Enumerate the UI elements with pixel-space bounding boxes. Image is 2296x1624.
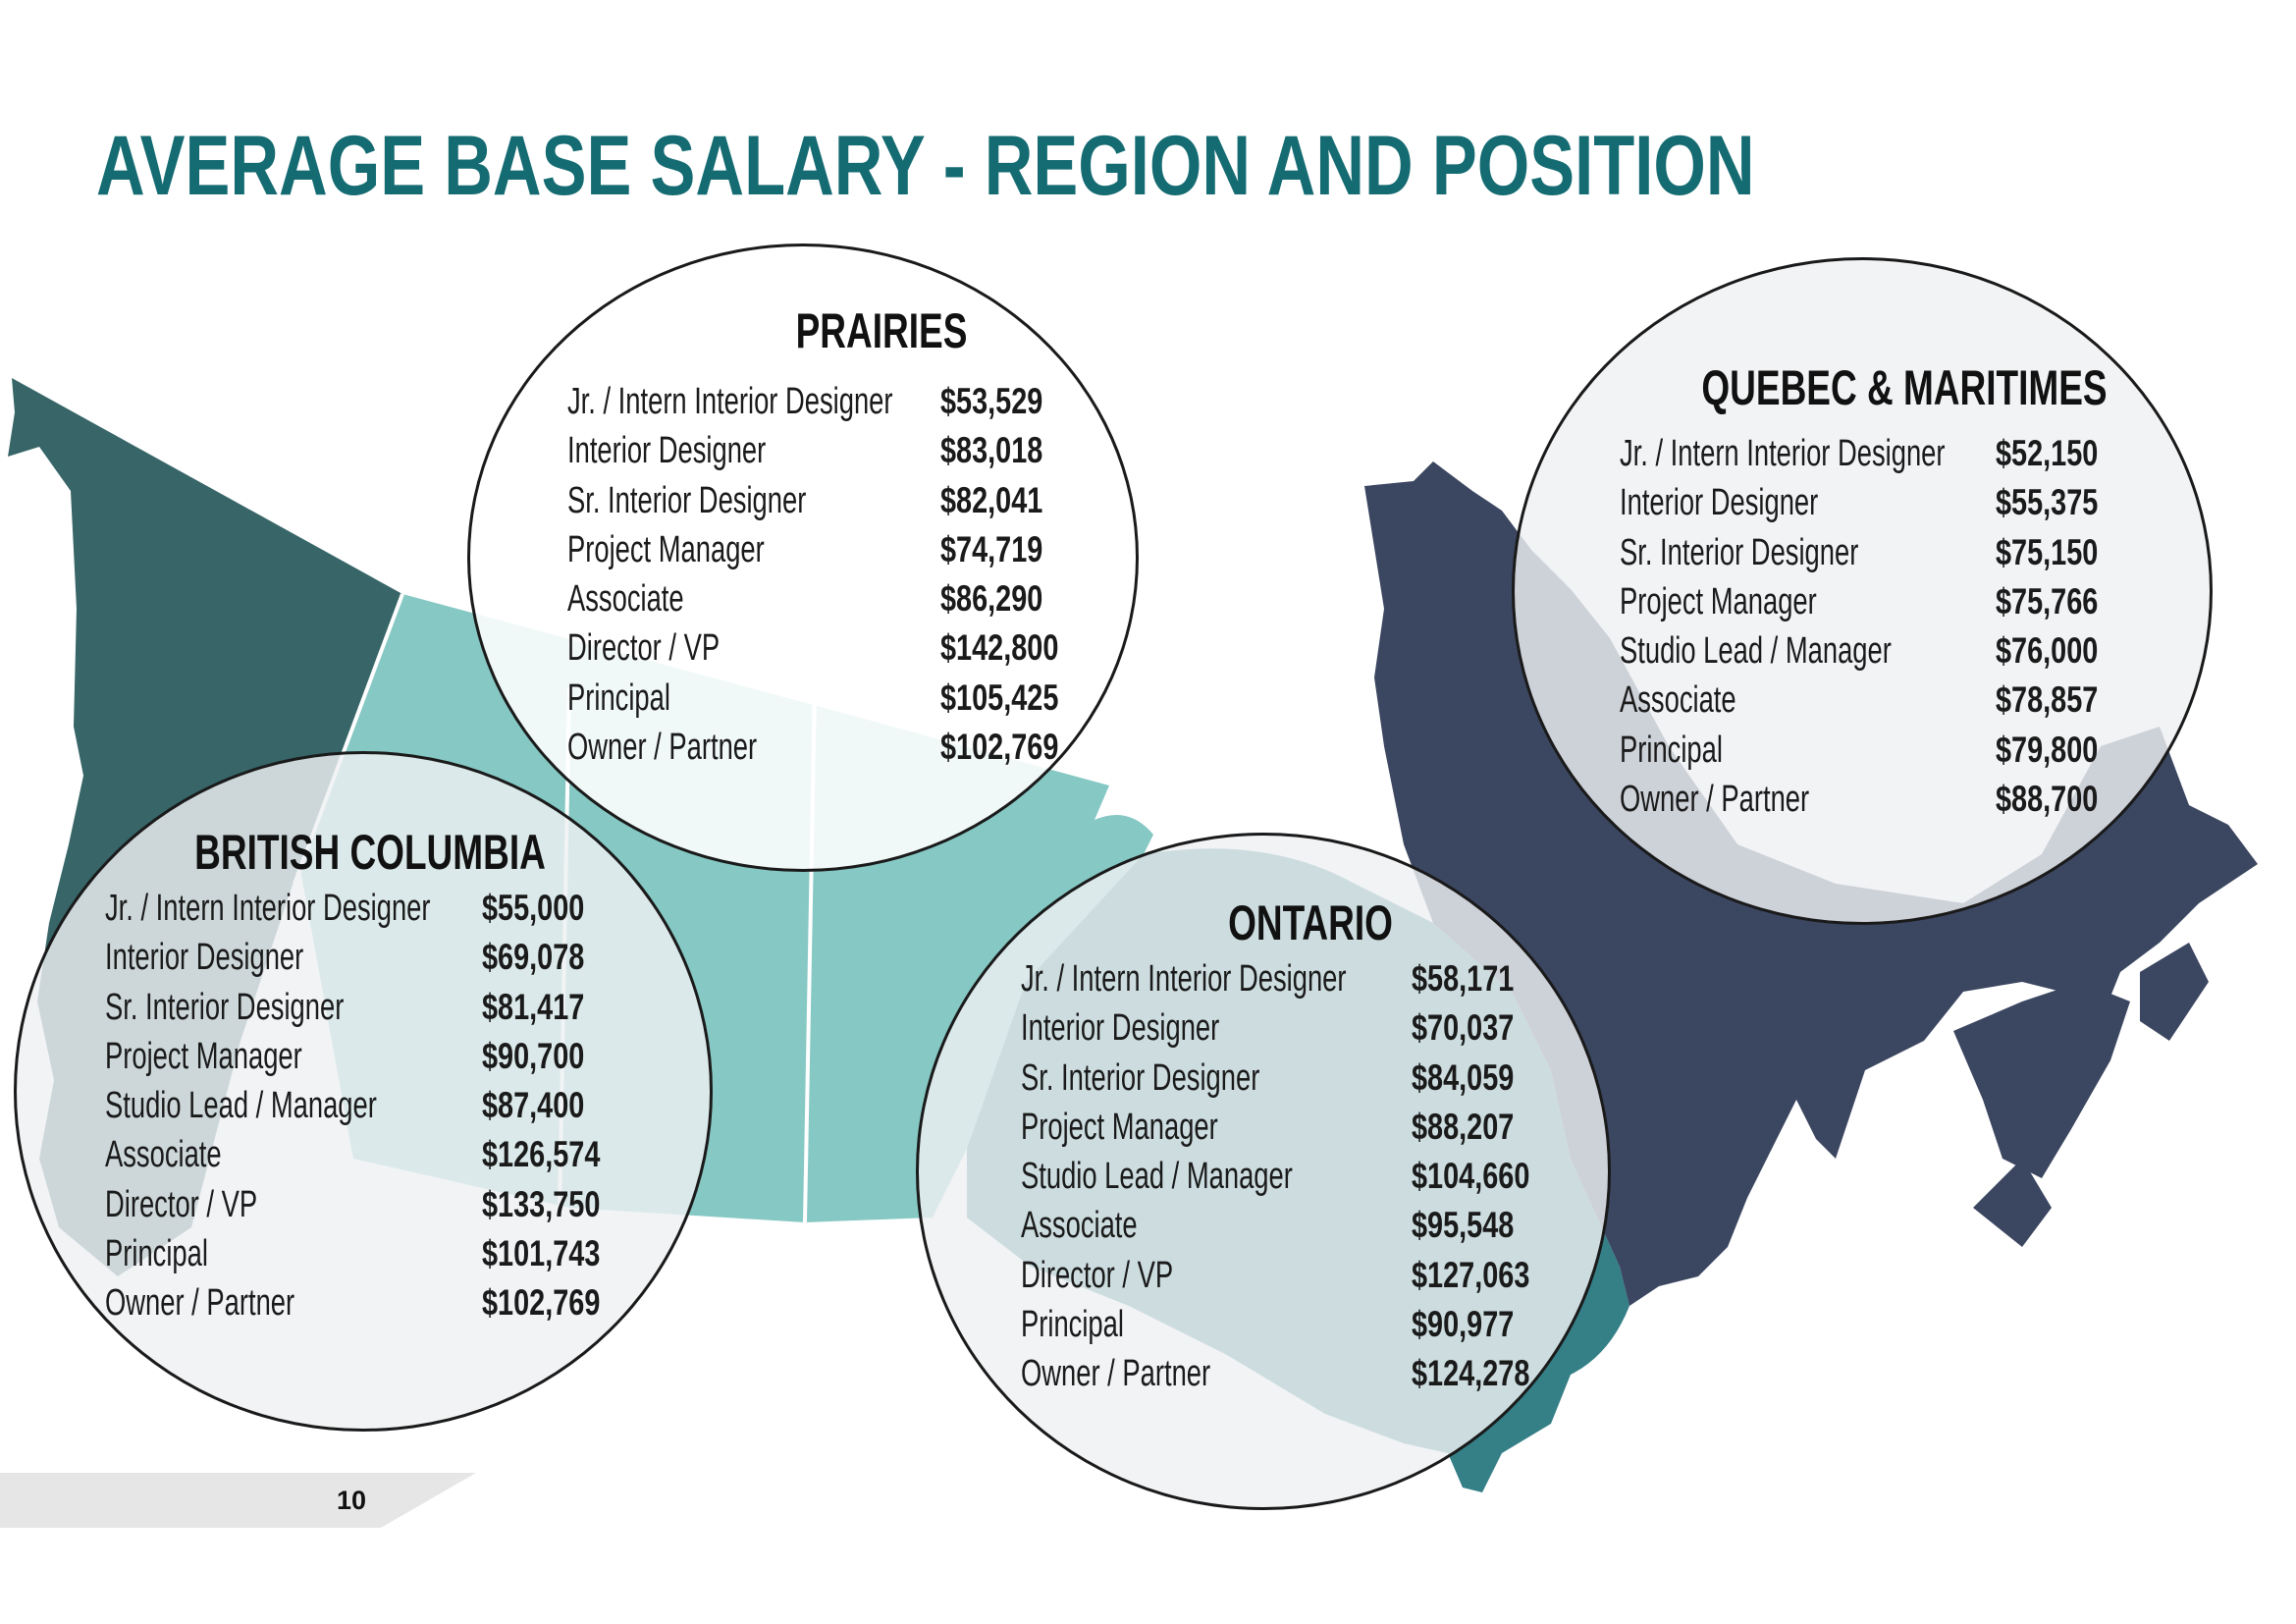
salary-value: $90,700 [482, 1035, 585, 1076]
position-label: Sr. Interior Designer [567, 479, 807, 521]
salary-value: $88,207 [1412, 1106, 1515, 1147]
salary-value: $101,743 [482, 1233, 601, 1274]
page-title: AVERAGE BASE SALARY - REGION AND POSITIO… [96, 119, 1755, 213]
salary-value: $84,059 [1412, 1056, 1515, 1098]
salary-value: $102,769 [940, 727, 1059, 768]
region-title-ontario: ONTARIO [1228, 895, 1393, 950]
position-label: Owner / Partner [567, 727, 758, 769]
salary-value: $75,150 [1996, 531, 2099, 572]
salary-value: $55,375 [1996, 482, 2099, 523]
salary-value: $52,150 [1996, 433, 2099, 473]
salary-value: $90,977 [1412, 1304, 1515, 1345]
position-label: Project Manager [105, 1035, 302, 1077]
region-title-british-columbia: BRITISH COLUMBIA [194, 825, 546, 880]
salary-value: $142,800 [940, 627, 1059, 669]
salary-value: $83,018 [940, 430, 1043, 471]
position-label: Director / VP [567, 627, 721, 670]
map-region-maritimes-islands [1953, 943, 2209, 1247]
salary-value: $69,078 [482, 937, 585, 978]
position-label: Sr. Interior Designer [1021, 1056, 1260, 1099]
salary-value: $75,766 [1996, 580, 2099, 622]
position-label: Studio Lead / Manager [105, 1085, 377, 1127]
page-number-tab [0, 1473, 476, 1528]
position-label: Jr. / Intern Interior Designer [1620, 433, 1946, 474]
page-number: 10 [337, 1486, 367, 1515]
position-label: Sr. Interior Designer [1620, 531, 1859, 573]
salary-value: $81,417 [482, 986, 585, 1027]
salary-value: $124,278 [1412, 1353, 1530, 1394]
position-label: Principal [105, 1233, 208, 1275]
region-circle-ontario [916, 833, 1611, 1510]
salary-value: $55,000 [482, 888, 585, 928]
position-label: Principal [1620, 729, 1723, 771]
position-label: Studio Lead / Manager [1021, 1156, 1293, 1198]
salary-value: $127,063 [1412, 1254, 1530, 1295]
position-label: Owner / Partner [1021, 1353, 1211, 1395]
position-label: Jr. / Intern Interior Designer [1021, 958, 1347, 1000]
position-label: Interior Designer [105, 937, 304, 979]
position-label: Owner / Partner [105, 1282, 295, 1325]
region-circle-british-columbia [14, 751, 713, 1432]
salary-value: $104,660 [1412, 1156, 1530, 1197]
position-label: Associate [1021, 1205, 1138, 1247]
position-label: Associate [105, 1134, 222, 1176]
position-label: Principal [567, 677, 670, 719]
position-label: Studio Lead / Manager [1620, 630, 1892, 673]
salary-value: $133,750 [482, 1183, 601, 1224]
salary-value: $76,000 [1996, 630, 2099, 672]
position-label: Sr. Interior Designer [105, 986, 345, 1028]
region-circle-quebec-maritimes [1512, 257, 2213, 925]
salary-value: $95,548 [1412, 1205, 1515, 1246]
region-circle-prairies [467, 244, 1139, 872]
position-label: Associate [1620, 679, 1736, 722]
salary-value: $86,290 [940, 578, 1043, 620]
salary-value: $70,037 [1412, 1007, 1515, 1049]
position-label: Interior Designer [567, 430, 767, 472]
position-label: Jr. / Intern Interior Designer [105, 888, 431, 929]
salary-value: $53,529 [940, 381, 1043, 421]
salary-value: $58,171 [1412, 958, 1515, 999]
position-label: Jr. / Intern Interior Designer [567, 381, 893, 422]
position-label: Director / VP [1021, 1254, 1174, 1296]
salary-value: $126,574 [482, 1134, 601, 1175]
salary-value: $102,769 [482, 1282, 601, 1324]
position-label: Director / VP [105, 1183, 258, 1225]
salary-value: $88,700 [1996, 779, 2099, 820]
position-label: Interior Designer [1620, 482, 1819, 524]
salary-value: $74,719 [940, 528, 1043, 569]
position-label: Interior Designer [1021, 1007, 1220, 1050]
position-label: Project Manager [1620, 580, 1817, 623]
salary-value: $87,400 [482, 1085, 585, 1126]
position-label: Associate [567, 578, 684, 621]
salary-value: $82,041 [940, 479, 1043, 520]
salary-value: $79,800 [1996, 729, 2099, 770]
salary-value: $78,857 [1996, 679, 2099, 721]
position-label: Project Manager [567, 528, 765, 570]
position-label: Owner / Partner [1620, 779, 1810, 821]
salary-value: $105,425 [940, 677, 1059, 718]
region-title-quebec-maritimes: QUEBEC & MARITIMES [1701, 360, 2108, 415]
position-label: Project Manager [1021, 1106, 1218, 1148]
position-label: Principal [1021, 1304, 1124, 1346]
region-title-prairies: PRAIRIES [795, 303, 968, 358]
